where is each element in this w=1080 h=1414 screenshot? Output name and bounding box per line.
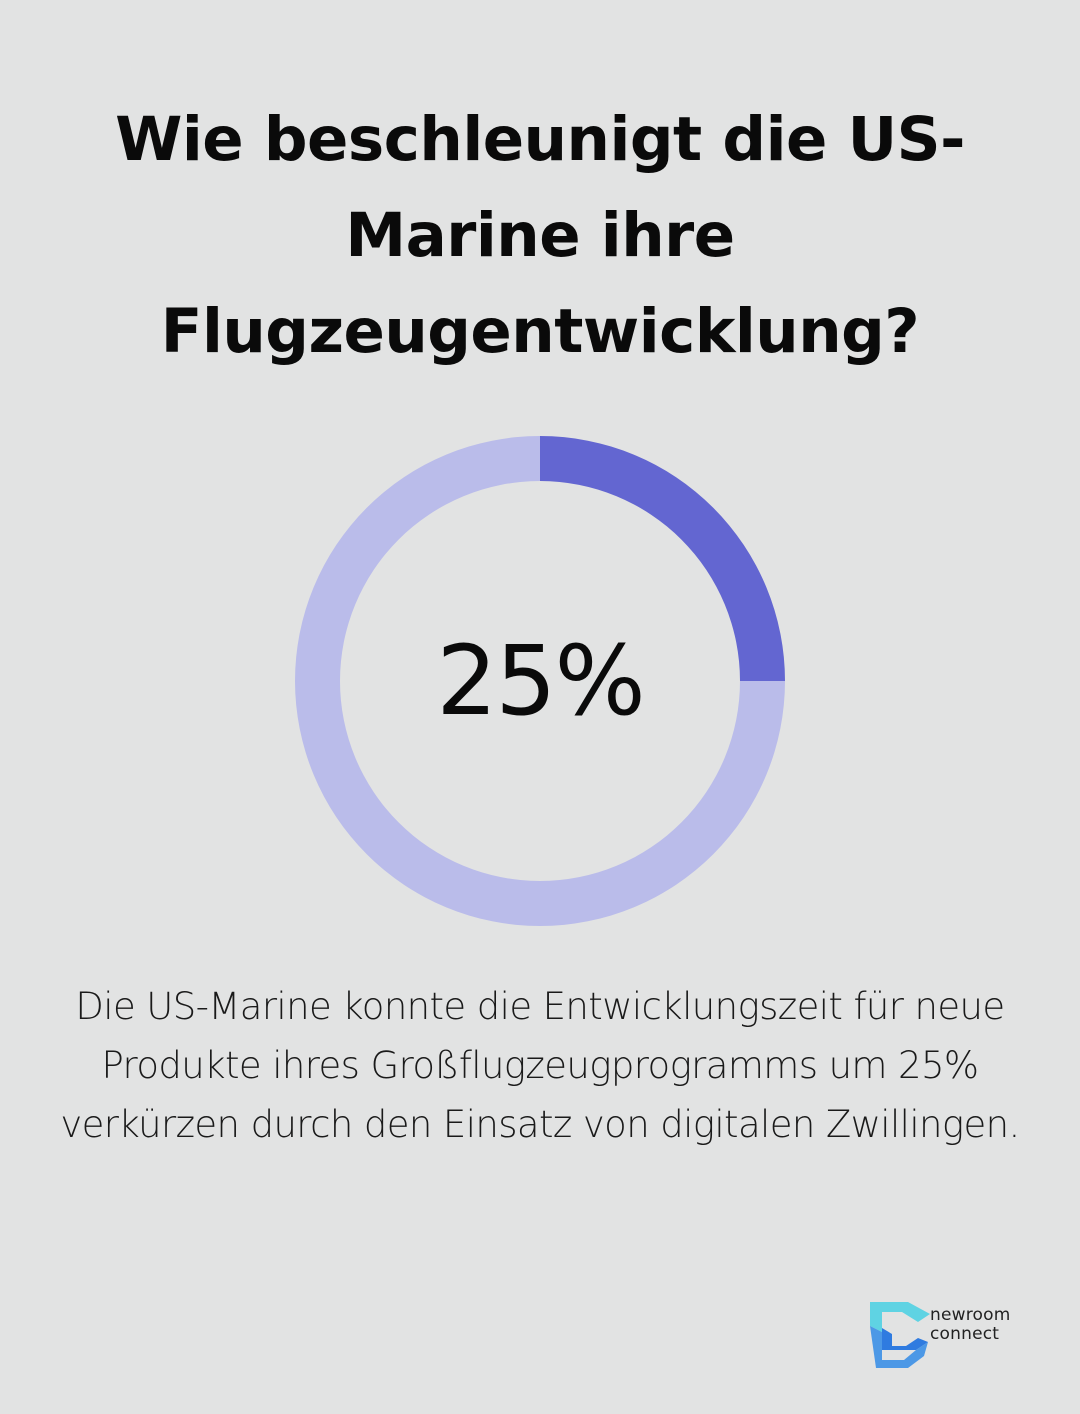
donut-chart: 25%	[290, 431, 790, 931]
donut-center-value: 25%	[436, 625, 645, 737]
brand-name: newroom connect	[930, 1306, 1011, 1344]
brand-name-line-2: connect	[930, 1324, 1000, 1344]
description-text: Die US-Marine konnte die Entwicklungszei…	[60, 985, 1020, 1146]
brand-logo: newroom connect	[868, 1298, 1058, 1370]
brand-name-line-1: newroom	[930, 1305, 1011, 1325]
donut-chart-svg	[295, 436, 785, 926]
page-title: Wie beschleunigt die US-Marine ihre Flug…	[115, 104, 965, 367]
newroom-connect-logo-icon	[870, 1302, 930, 1368]
donut-segment-value	[540, 436, 785, 681]
